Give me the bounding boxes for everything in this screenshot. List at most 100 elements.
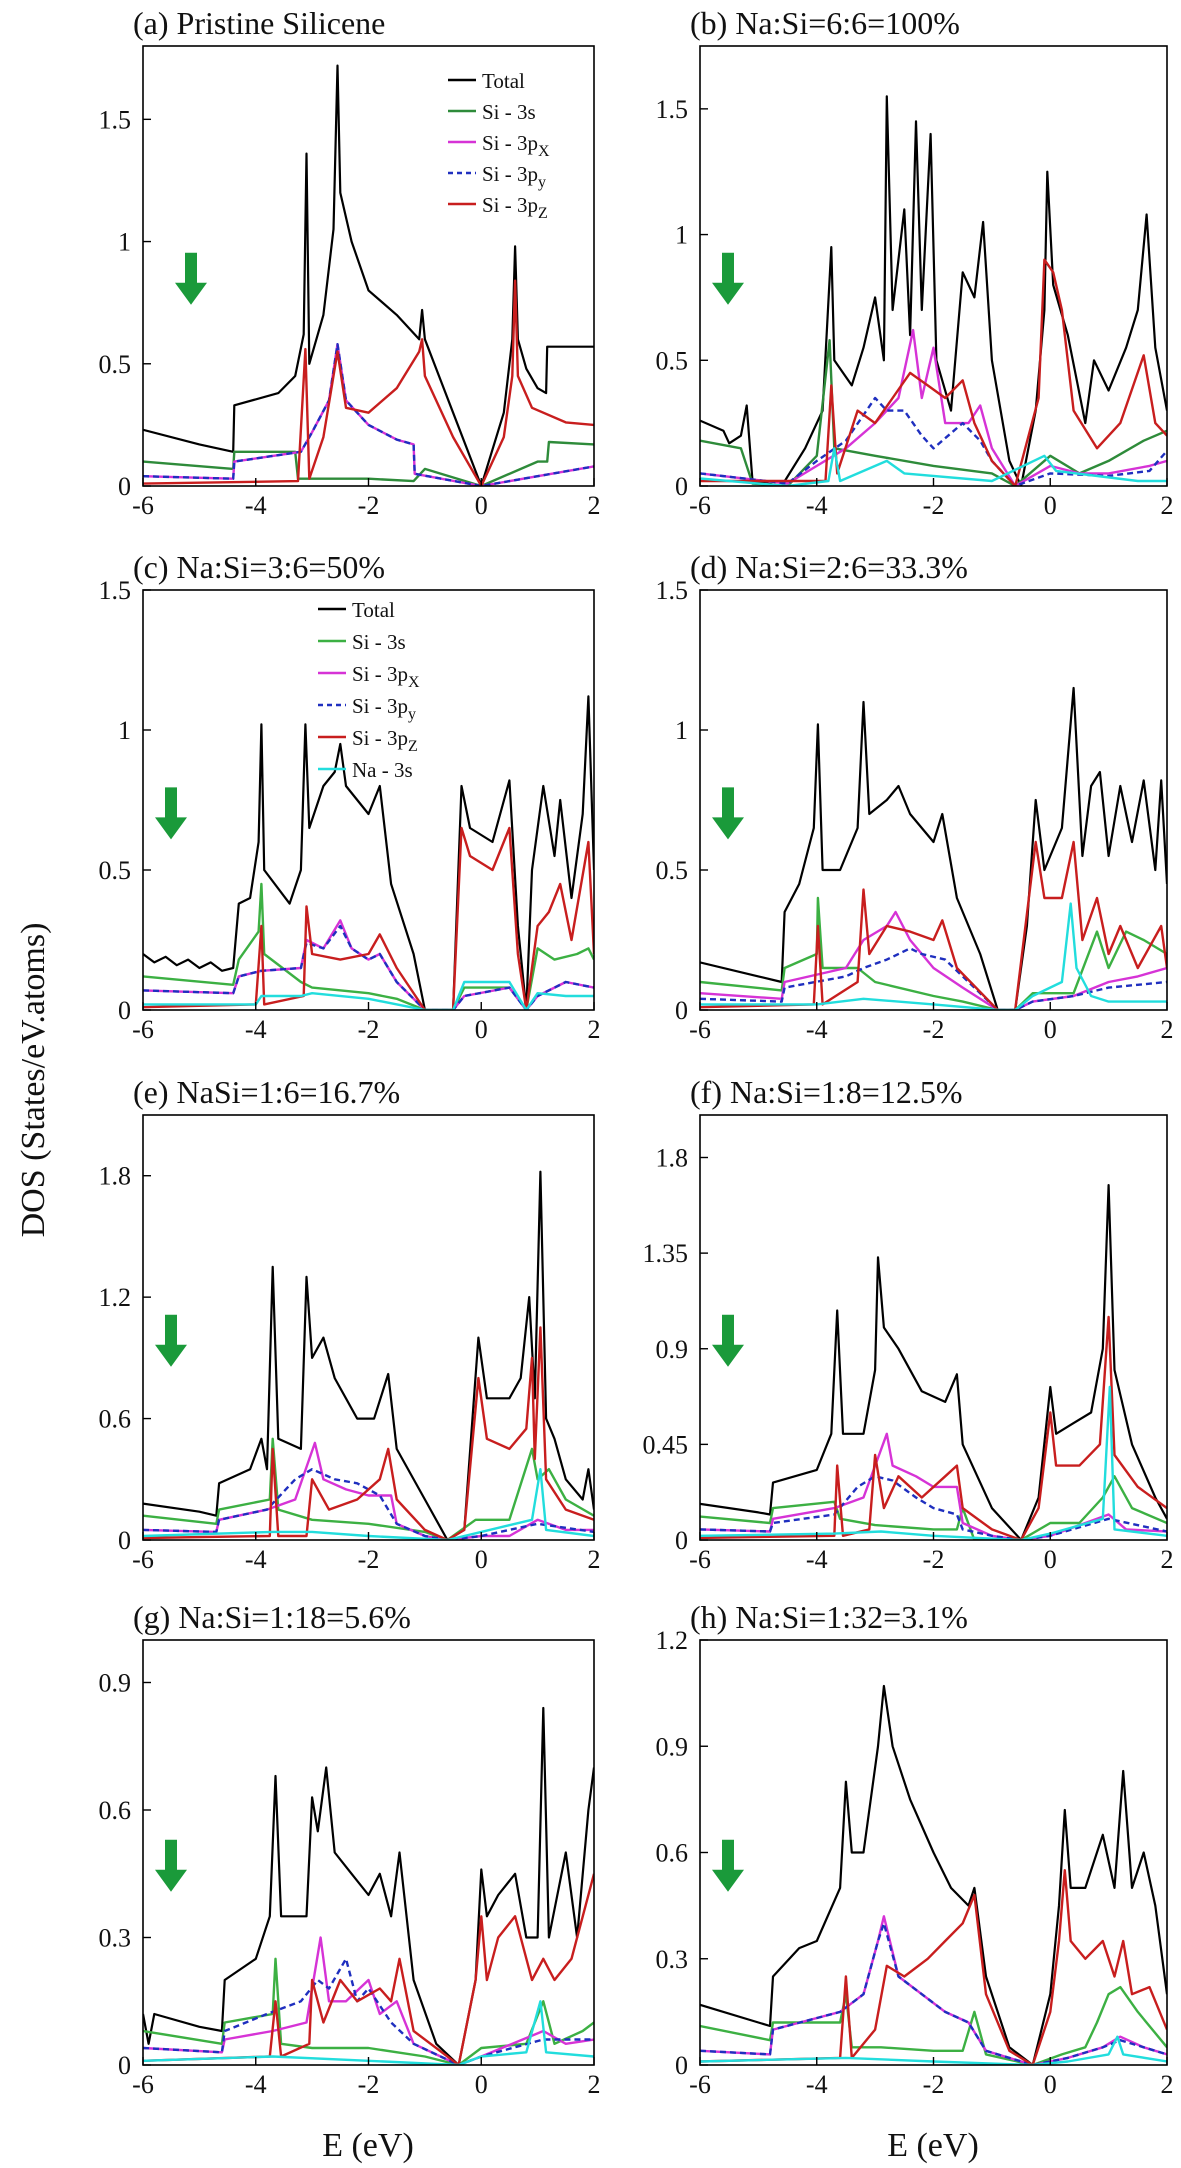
legend-label-text: Na - 3s <box>352 758 413 782</box>
y-tick-label: 0 <box>118 472 131 501</box>
legend-label-text: Si - 3p <box>482 193 538 217</box>
series-line-na3s <box>143 980 594 1010</box>
series-group <box>143 1170 594 1540</box>
legend-label: Si - 3pX <box>352 662 420 691</box>
legend-label-text: Si - 3p <box>352 694 408 718</box>
legend-label-subscript: Z <box>408 738 418 755</box>
x-tick-label: -4 <box>245 1015 267 1044</box>
y-tick-label: 0.9 <box>656 1335 689 1364</box>
series-line-total <box>700 686 1167 1010</box>
panel-c: (c) Na:Si=3:6=50% -6 -4 -2 0 2 0 0.5 1 1.5 Total Si… <box>99 549 601 1044</box>
x-tick-label: -4 <box>245 1545 267 1574</box>
x-tick-label: 2 <box>588 1015 601 1044</box>
y-tick-label: 0.9 <box>656 1732 689 1761</box>
x-tick-label: -2 <box>923 491 945 520</box>
series-group <box>143 1706 594 2065</box>
legend-label-text: Si - 3p <box>352 662 408 686</box>
x-tick-label: -2 <box>923 2070 945 2099</box>
x-tick-label: -2 <box>923 1545 945 1574</box>
x-tick-label: 2 <box>1161 1545 1174 1574</box>
legend-label: Si - 3pZ <box>482 193 548 222</box>
panel-d: (d) Na:Si=2:6=33.3% -6 -4 -2 0 2 0 0.5 1 1.5 <box>656 549 1174 1044</box>
panel-title: (e) NaSi=1:6=16.7% <box>133 1074 400 1110</box>
down-arrow-icon <box>712 1839 744 1892</box>
series-line-py <box>143 343 594 486</box>
y-tick-label: 1.2 <box>99 1283 132 1312</box>
series-line-px <box>700 1915 1167 2065</box>
series-group <box>700 95 1167 486</box>
series-line-py <box>143 1467 594 1540</box>
series-line-pz <box>700 258 1167 486</box>
series-line-s3s_light <box>143 1957 594 2065</box>
series-line-py <box>700 947 1167 1010</box>
series-line-px <box>143 1441 594 1540</box>
legend-label-subscript: X <box>408 674 420 691</box>
y-tick-label: 1.8 <box>656 1144 689 1173</box>
x-tick-label: 0 <box>1044 1545 1057 1574</box>
legend-label-subscript: y <box>538 174 546 191</box>
x-tick-label: -2 <box>923 1015 945 1044</box>
y-tick-label: 0 <box>675 996 688 1025</box>
x-tick-label: -6 <box>689 491 711 520</box>
x-tick-label: -4 <box>806 1015 828 1044</box>
series-line-pz <box>143 1326 594 1540</box>
panel-title: (a) Pristine Silicene <box>133 5 385 41</box>
legend-label-text: Si - 3s <box>482 100 536 124</box>
panel-a: (a) Pristine Silicene -6 -4 -2 0 2 0 0.5 1 1.5 Tot… <box>99 5 601 520</box>
x-tick-label: -2 <box>358 491 380 520</box>
series-line-s3s_light <box>143 882 594 1010</box>
y-tick-label: 0.5 <box>656 856 689 885</box>
y-tick-label: 0.6 <box>99 1405 132 1434</box>
legend-label: Si - 3pZ <box>352 726 418 755</box>
down-arrow-icon <box>712 252 744 305</box>
y-tick-label: 0.6 <box>656 1839 689 1868</box>
legend-label-text: Si - 3p <box>482 162 538 186</box>
y-tick-label: 0 <box>118 2051 131 2080</box>
legend-label-subscript: Z <box>538 205 548 222</box>
legend-label: Total <box>352 598 395 622</box>
legend-label: Si - 3s <box>352 630 406 654</box>
legend-label: Na - 3s <box>352 758 413 782</box>
y-tick-label: 0.5 <box>99 856 132 885</box>
series-line-py <box>143 924 594 1010</box>
down-arrow-icon <box>155 787 187 840</box>
y-tick-label: 1.5 <box>99 576 132 605</box>
series-line-pz <box>143 279 594 486</box>
series-line-na3s <box>700 1385 1167 1540</box>
series-group <box>700 1183 1167 1540</box>
series-line-px <box>143 1936 594 2065</box>
series-line-pz <box>143 1873 594 2065</box>
series-line-py <box>700 1922 1167 2065</box>
legend-label-text: Si - 3p <box>352 726 408 750</box>
legend-label-text: Total <box>482 69 525 93</box>
panel-e: (e) NaSi=1:6=16.7% -6 -4 -2 0 2 0 0.6 1.2 1.8 <box>99 1074 601 1574</box>
series-line-px <box>700 910 1167 1010</box>
series-line-total <box>143 64 594 486</box>
plot-frame <box>699 1114 1168 1541</box>
series-line-px <box>700 328 1167 486</box>
x-tick-label: -6 <box>689 2070 711 2099</box>
series-line-total <box>700 95 1167 486</box>
x-tick-label: 0 <box>475 491 488 520</box>
series-line-s3s_light <box>700 1985 1167 2065</box>
x-tick-label: 0 <box>1044 1015 1057 1044</box>
y-tick-label: 0.45 <box>643 1430 689 1459</box>
x-tick-label: 0 <box>1044 2070 1057 2099</box>
x-tick-label: -2 <box>358 1545 380 1574</box>
plot-frame <box>142 1639 595 2066</box>
y-tick-label: 1 <box>675 221 688 250</box>
y-tick-label: 1.5 <box>656 95 689 124</box>
x-tick-label: -6 <box>132 2070 154 2099</box>
legend-background <box>434 62 589 229</box>
down-arrow-icon <box>712 787 744 840</box>
x-tick-label: 2 <box>1161 491 1174 520</box>
down-arrow-icon <box>712 1314 744 1367</box>
series-group <box>143 64 594 486</box>
series-line-pz <box>700 1868 1167 2065</box>
x-tick-label: -2 <box>358 2070 380 2099</box>
y-tick-label: 0.6 <box>99 1796 132 1825</box>
panel-h: (h) Na:Si=1:32=3.1% -6 -4 -2 0 2 0 0.3 0.6 0.9 1.2 <box>656 1599 1174 2099</box>
legend-label-subscript: X <box>538 143 550 160</box>
x-tick-label: -6 <box>132 491 154 520</box>
